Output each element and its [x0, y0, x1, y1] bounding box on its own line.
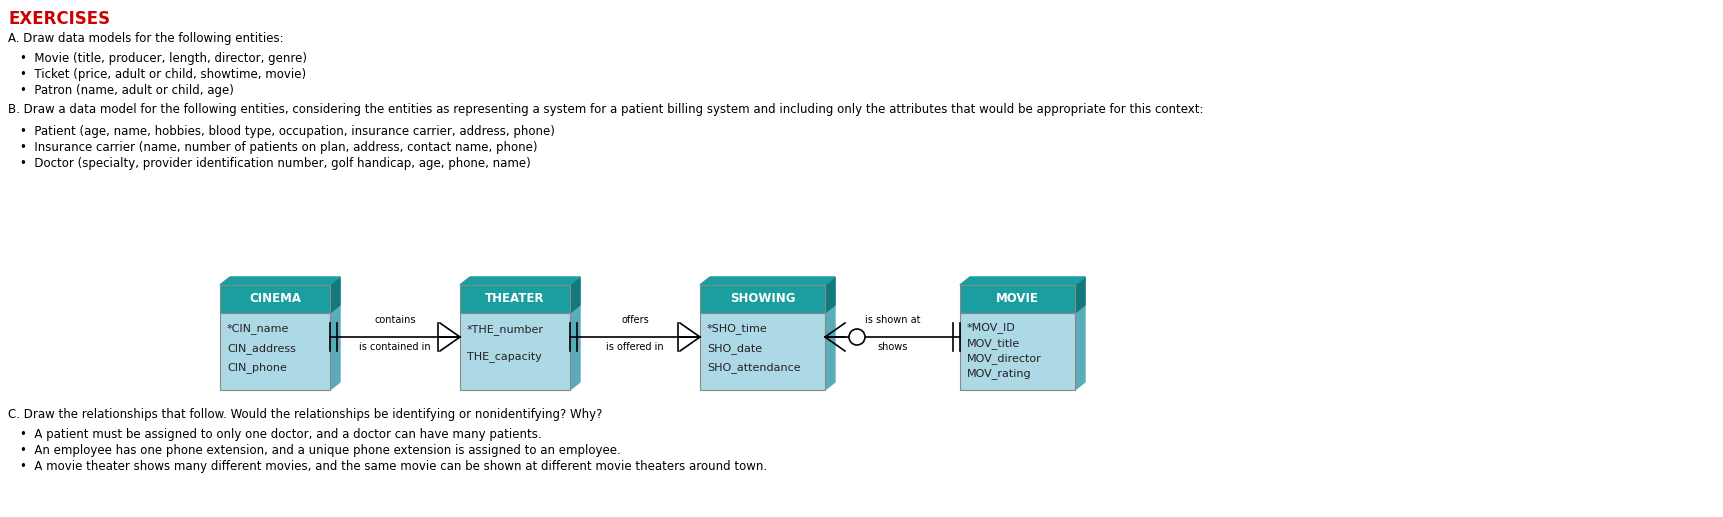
Text: MOV_rating: MOV_rating: [967, 369, 1032, 379]
Text: MOV_director: MOV_director: [967, 353, 1042, 364]
Text: CIN_phone: CIN_phone: [227, 362, 286, 373]
Bar: [960, 313, 1075, 390]
Text: •  Movie (title, producer, length, director, genre): • Movie (title, producer, length, direct…: [21, 52, 307, 65]
Text: •  Insurance carrier (name, number of patients on plan, address, contact name, p: • Insurance carrier (name, number of pat…: [21, 141, 538, 154]
Text: *CIN_name: *CIN_name: [227, 323, 289, 334]
Text: contains: contains: [374, 315, 415, 325]
Text: is contained in: is contained in: [358, 342, 431, 352]
Text: CINEMA: CINEMA: [250, 293, 302, 306]
Text: SHOWING: SHOWING: [731, 293, 796, 306]
Polygon shape: [460, 277, 581, 285]
Text: *MOV_ID: *MOV_ID: [967, 323, 1017, 333]
Text: *THE_number: *THE_number: [467, 324, 544, 334]
Bar: [960, 285, 1075, 313]
Bar: [700, 313, 825, 390]
Bar: [460, 313, 570, 390]
Polygon shape: [1075, 277, 1085, 390]
Polygon shape: [825, 277, 836, 390]
Polygon shape: [331, 277, 339, 313]
Polygon shape: [700, 277, 836, 285]
Polygon shape: [460, 277, 581, 285]
Text: B. Draw a data model for the following entities, considering the entities as rep: B. Draw a data model for the following e…: [9, 103, 1203, 116]
Polygon shape: [570, 277, 581, 313]
Text: •  A movie theater shows many different movies, and the same movie can be shown : • A movie theater shows many different m…: [21, 460, 767, 473]
Polygon shape: [825, 277, 836, 313]
Text: •  Patron (name, adult or child, age): • Patron (name, adult or child, age): [21, 84, 234, 97]
Bar: [700, 285, 825, 313]
Polygon shape: [960, 277, 1085, 285]
Text: •  An employee has one phone extension, and a unique phone extension is assigned: • An employee has one phone extension, a…: [21, 444, 620, 457]
Polygon shape: [570, 277, 581, 390]
Polygon shape: [1075, 277, 1085, 313]
Text: is offered in: is offered in: [606, 342, 663, 352]
Bar: [221, 285, 331, 313]
Text: SHO_attendance: SHO_attendance: [706, 362, 801, 373]
Polygon shape: [700, 277, 836, 285]
Text: is shown at: is shown at: [865, 315, 920, 325]
Text: •  Ticket (price, adult or child, showtime, movie): • Ticket (price, adult or child, showtim…: [21, 68, 307, 81]
Text: SHO_date: SHO_date: [706, 343, 762, 354]
Bar: [221, 313, 331, 390]
Text: shows: shows: [877, 342, 908, 352]
Text: MOVIE: MOVIE: [996, 293, 1039, 306]
Text: •  A patient must be assigned to only one doctor, and a doctor can have many pat: • A patient must be assigned to only one…: [21, 428, 541, 441]
Text: A. Draw data models for the following entities:: A. Draw data models for the following en…: [9, 32, 284, 45]
Text: •  Doctor (specialty, provider identification number, golf handicap, age, phone,: • Doctor (specialty, provider identifica…: [21, 157, 531, 170]
Circle shape: [849, 329, 865, 345]
Text: *SHO_time: *SHO_time: [706, 323, 768, 334]
Polygon shape: [221, 277, 339, 285]
Text: C. Draw the relationships that follow. Would the relationships be identifying or: C. Draw the relationships that follow. W…: [9, 408, 603, 421]
Text: THE_capacity: THE_capacity: [467, 352, 541, 362]
Bar: [460, 285, 570, 313]
Text: MOV_title: MOV_title: [967, 338, 1020, 349]
Text: •  Patient (age, name, hobbies, blood type, occupation, insurance carrier, addre: • Patient (age, name, hobbies, blood typ…: [21, 125, 555, 138]
Polygon shape: [331, 277, 339, 390]
Polygon shape: [960, 277, 1085, 285]
Text: THEATER: THEATER: [486, 293, 544, 306]
Text: EXERCISES: EXERCISES: [9, 10, 110, 28]
Text: offers: offers: [620, 315, 650, 325]
Polygon shape: [221, 277, 339, 285]
Text: CIN_address: CIN_address: [227, 343, 296, 354]
